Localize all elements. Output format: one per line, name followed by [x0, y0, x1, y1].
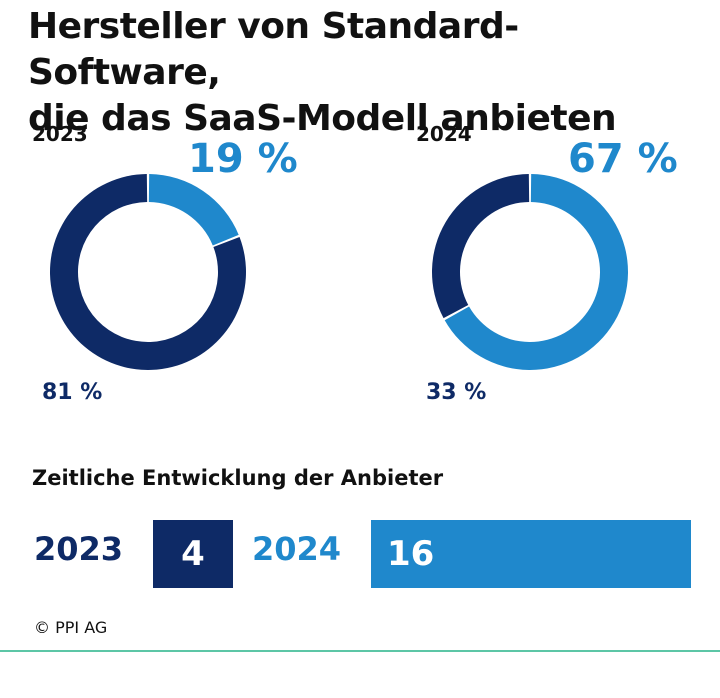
donut-2024-other-value: 33 % — [426, 380, 487, 405]
bar-2024-label: 2024 — [252, 530, 342, 568]
bottom-divider — [0, 650, 720, 652]
donut-2024-slice-saas — [444, 174, 628, 370]
donut-2023-year-label: 2023 — [32, 122, 88, 146]
bar-2023: 4 — [153, 520, 233, 588]
bar-2024: 16 — [371, 520, 691, 588]
donut-2023-other-value: 81 % — [42, 380, 103, 405]
bar-2023-label: 2023 — [34, 530, 124, 568]
donut-2023-slice-saas — [148, 174, 239, 246]
copyright-footer: © PPI AG — [34, 618, 108, 637]
donut-2023 — [49, 174, 246, 370]
chart-title: Hersteller von Standard-Software, die da… — [28, 4, 708, 142]
bar-chart-title: Zeitliche Entwicklung der Anbieter — [32, 466, 444, 490]
donut-2024-year-label: 2024 — [416, 122, 472, 146]
title-line-1: Hersteller von Standard-Software, — [28, 6, 519, 93]
bar-2024-value: 16 — [387, 534, 435, 574]
title-line-2: die das SaaS-Modell anbieten — [28, 98, 617, 139]
donut-2024-saas-value: 67 % — [568, 136, 678, 182]
donut-2024-slice-other — [432, 174, 530, 319]
donut-2023-saas-value: 19 % — [188, 136, 298, 182]
donut-2024 — [432, 174, 628, 370]
bar-2023-value: 4 — [181, 534, 205, 574]
